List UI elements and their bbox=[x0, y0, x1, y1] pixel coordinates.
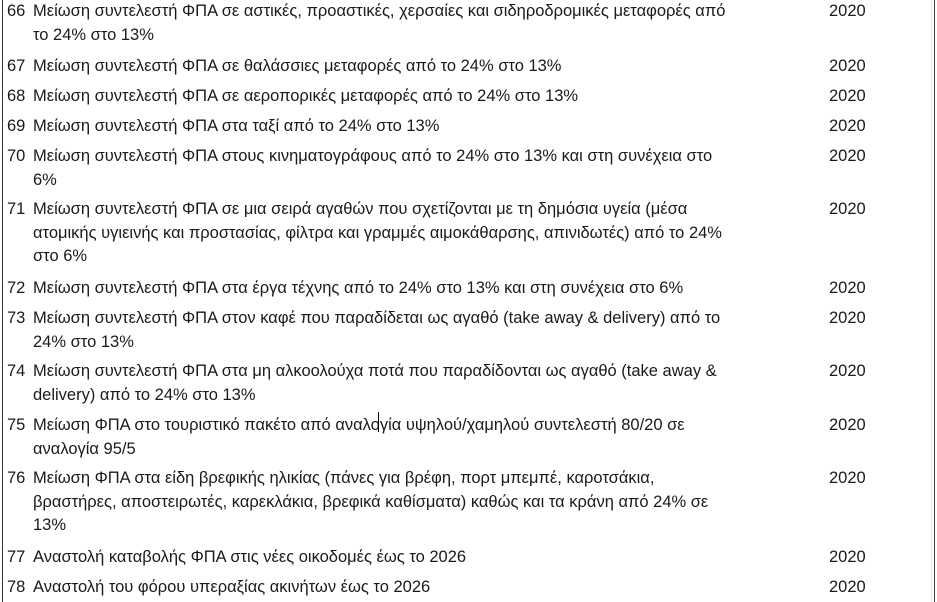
row-number: 68 bbox=[7, 87, 26, 105]
row-year: 2020 bbox=[829, 279, 866, 297]
row-year: 2020 bbox=[829, 578, 866, 596]
measure-description[interactable]: Μείωση συντελεστή ΦΠΑ στα έργα τέχνης απ… bbox=[33, 277, 823, 301]
description-line: Μείωση ΦΠΑ στο τουριστικό πακέτο από ανα… bbox=[33, 416, 685, 434]
measure-description[interactable]: Μείωση συντελεστή ΦΠΑ σε αστικές, προαστ… bbox=[33, 0, 823, 47]
row-year: 2020 bbox=[829, 362, 866, 380]
description-line: βραστήρες, αποστειρωτές, καρεκλάκια, βρε… bbox=[33, 492, 709, 511]
measure-description[interactable]: Μείωση συντελεστή ΦΠΑ σε αεροπορικές μετ… bbox=[33, 85, 823, 109]
measure-description[interactable]: Μείωση συντελεστή ΦΠΑ στα μη αλκοολούχα … bbox=[33, 360, 823, 407]
description-line: αναλογία 95/5 bbox=[33, 439, 136, 458]
description-line: Μείωση συντελεστή ΦΠΑ στα έργα τέχνης απ… bbox=[33, 279, 684, 297]
row-number: 66 bbox=[7, 2, 26, 20]
description-line: Μείωση συντελεστή ΦΠΑ σε θαλάσσιες μεταφ… bbox=[33, 57, 562, 75]
table-right-border bbox=[934, 0, 935, 602]
description-line: Μείωση συντελεστή ΦΠΑ σε αεροπορικές μετ… bbox=[33, 87, 579, 105]
row-number: 71 bbox=[7, 200, 26, 218]
measure-description[interactable]: Μείωση συντελεστή ΦΠΑ στους κινηματογράφ… bbox=[33, 145, 823, 192]
description-line: Μείωση συντελεστή ΦΠΑ σε μια σειρά αγαθώ… bbox=[33, 200, 688, 218]
description-line: στο 6% bbox=[33, 247, 88, 265]
row-year: 2020 bbox=[829, 57, 866, 75]
row-year: 2020 bbox=[829, 309, 866, 327]
description-line: 24% στο 13% bbox=[33, 332, 134, 351]
description-line: Μείωση συντελεστή ΦΠΑ στους κινηματογράφ… bbox=[33, 147, 713, 165]
text-cursor bbox=[378, 412, 379, 432]
measure-description[interactable]: Μείωση συντελεστή ΦΠΑ σε θαλάσσιες μεταφ… bbox=[33, 55, 823, 79]
measure-description[interactable]: Αναστολή καταβολής ΦΠΑ στις νέες οικοδομ… bbox=[33, 546, 823, 570]
column-divider bbox=[931, 0, 932, 602]
description-line: Μείωση συντελεστή ΦΠΑ σε αστικές, προαστ… bbox=[33, 2, 726, 20]
row-year: 2020 bbox=[829, 416, 866, 434]
row-number: 70 bbox=[7, 147, 26, 165]
row-number: 78 bbox=[7, 578, 26, 596]
measure-description[interactable]: Αναστολή του φόρου υπεραξίας ακινήτων έω… bbox=[33, 576, 823, 600]
row-number: 69 bbox=[7, 117, 26, 135]
measure-description[interactable]: Μείωση συντελεστή ΦΠΑ σε μια σειρά αγαθώ… bbox=[33, 198, 823, 269]
description-line: 13% bbox=[33, 516, 67, 534]
row-number: 73 bbox=[7, 309, 26, 327]
row-number: 72 bbox=[7, 279, 26, 297]
row-year: 2020 bbox=[829, 200, 866, 218]
description-line: 6% bbox=[33, 170, 57, 189]
row-year: 2020 bbox=[829, 469, 866, 487]
measure-description[interactable]: Μείωση ΦΠΑ στο τουριστικό πακέτο από ανα… bbox=[33, 414, 823, 461]
row-year: 2020 bbox=[829, 87, 866, 105]
measure-description[interactable]: Μείωση συντελεστή ΦΠΑ στον καφέ που παρα… bbox=[33, 307, 823, 354]
row-year: 2020 bbox=[829, 2, 866, 20]
row-year: 2020 bbox=[829, 147, 866, 165]
description-line: Αναστολή καταβολής ΦΠΑ στις νέες οικοδομ… bbox=[33, 548, 467, 566]
description-line: Μείωση συντελεστή ΦΠΑ στα μη αλκοολούχα … bbox=[33, 362, 717, 380]
row-number: 74 bbox=[7, 362, 26, 380]
description-line: ατομικής υγιεινής και προστασίας, φίλτρα… bbox=[33, 223, 722, 242]
row-number: 75 bbox=[7, 416, 26, 434]
description-line: Μείωση συντελεστή ΦΠΑ στα ταξί από το 24… bbox=[33, 117, 440, 135]
description-line: Μείωση συντελεστή ΦΠΑ στον καφέ που παρα… bbox=[33, 309, 721, 327]
description-line: το 24% στο 13% bbox=[33, 25, 154, 44]
row-number: 77 bbox=[7, 548, 26, 566]
row-number: 67 bbox=[7, 57, 26, 75]
row-year: 2020 bbox=[829, 548, 866, 566]
row-year: 2020 bbox=[829, 117, 866, 135]
description-line: Αναστολή του φόρου υπεραξίας ακινήτων έω… bbox=[33, 578, 431, 596]
table-left-border bbox=[2, 0, 3, 602]
measure-description[interactable]: Μείωση ΦΠΑ στα είδη βρεφικής ηλικίας (πά… bbox=[33, 467, 823, 538]
row-number: 76 bbox=[7, 469, 26, 487]
description-line: Μείωση ΦΠΑ στα είδη βρεφικής ηλικίας (πά… bbox=[33, 469, 655, 487]
measure-description[interactable]: Μείωση συντελεστή ΦΠΑ στα ταξί από το 24… bbox=[33, 115, 823, 139]
description-line: delivery) από το 24% στο 13% bbox=[33, 385, 256, 404]
